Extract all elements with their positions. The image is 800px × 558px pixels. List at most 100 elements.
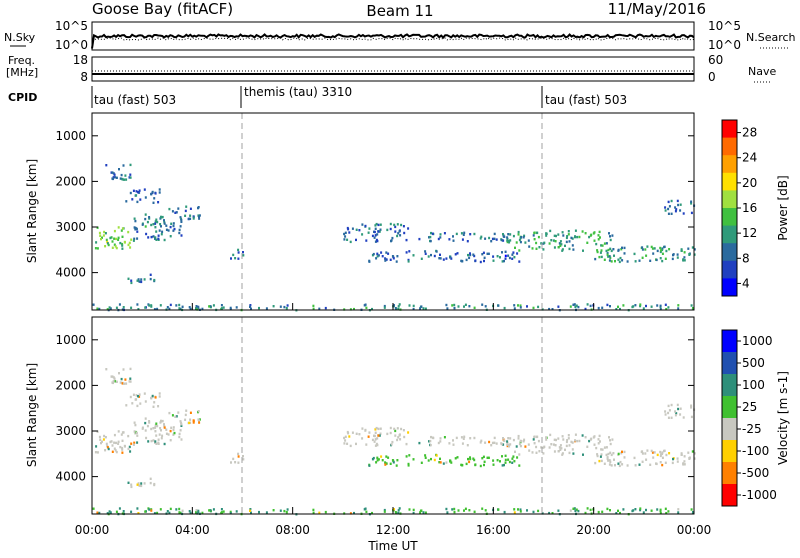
velocity-cell [144,400,147,403]
velocity-cell [463,509,465,512]
power-cell [537,235,540,239]
power-cell [265,307,268,310]
power-cell [150,193,153,196]
velocity-cell [398,507,401,510]
velocity-cell [638,463,641,466]
velocity-cell [364,507,367,510]
velocity-cell [391,440,394,444]
velocity-cell [154,396,157,399]
power-cell [680,248,683,251]
power-cell [493,232,496,236]
power-cell [113,173,116,176]
velocity-colorbar-swatch [722,330,737,353]
velocity-cell [105,368,108,371]
power-cell [349,240,352,244]
power-cell [429,239,432,243]
power-cell [178,228,181,232]
power-cell [492,255,495,258]
velocity-cell [469,457,472,461]
power-cell [152,235,155,238]
power-cell [596,250,599,254]
velocity-cell [679,413,682,416]
power-cell [568,247,571,251]
velocity-cell [571,441,574,444]
power-cell [180,220,183,223]
power-cell [134,226,137,230]
velocity-cell [117,442,120,445]
velocity-cell [96,430,99,433]
power-cell [462,233,465,236]
power-cell [424,252,427,255]
velocity-cell [137,395,139,398]
velocity-colorbar-swatch [722,396,737,419]
velocity-cell [665,512,668,515]
velocity-cell [389,431,392,435]
power-cell [102,234,105,237]
velocity-cell [172,428,175,432]
velocity-cell [344,439,347,442]
power-cell [177,207,180,210]
power-cell [153,278,156,282]
power-cell [642,307,645,310]
power-colorbar-tick-label: 16 [742,201,757,215]
velocity-cell [143,392,146,395]
velocity-cell [631,509,634,513]
velocity-cell [179,511,182,515]
velocity-cell [567,437,570,440]
velocity-cell [568,444,571,447]
velocity-cell [693,452,696,455]
power-cell [465,258,468,262]
velocity-cell [559,444,562,447]
velocity-cell [120,433,123,436]
power-cell [156,220,159,224]
velocity-cell [452,439,454,442]
velocity-cell [94,451,97,454]
velocity-cell [446,511,449,514]
velocity-cell [677,407,680,411]
velocity-cell [451,508,454,511]
velocity-cell [483,463,485,467]
velocity-cell [619,511,621,515]
power-cell [690,211,693,215]
velocity-cell [185,409,188,412]
velocity-cell [391,459,394,462]
power-cell [394,230,397,233]
power-cell [424,250,427,253]
power-cell [361,233,364,236]
power-cell [133,237,136,240]
velocity-cell [504,461,507,464]
velocity-cell [664,413,667,416]
velocity-cell [396,427,399,430]
velocity-cell [460,436,463,439]
power-cell [677,307,680,310]
velocity-cell [153,482,156,486]
power-cell [540,242,543,245]
power-cell [606,253,609,256]
velocity-cell [146,424,149,428]
velocity-cell [159,427,162,430]
power-cell [129,176,132,179]
velocity-cell [609,439,611,442]
velocity-cell [496,459,499,462]
velocity-cell [156,511,159,515]
velocity-cell [609,451,612,454]
velocity-cell [603,446,606,449]
velocity-cell [96,451,99,454]
power-cell [652,252,655,255]
velocity-cell [557,437,560,440]
velocity-cell [676,457,679,460]
power-cell [608,232,610,235]
power-cell [392,257,395,260]
power-cell [553,246,556,249]
power-cell [385,251,388,254]
velocity-cell [480,439,483,442]
velocity-cell [374,438,377,441]
power-cell [418,237,421,241]
velocity-cell [377,427,380,431]
velocity-cell [158,392,161,395]
power-cell [312,304,315,308]
power-cell [138,280,141,283]
power-cell [474,259,477,262]
power-cell [588,235,591,239]
